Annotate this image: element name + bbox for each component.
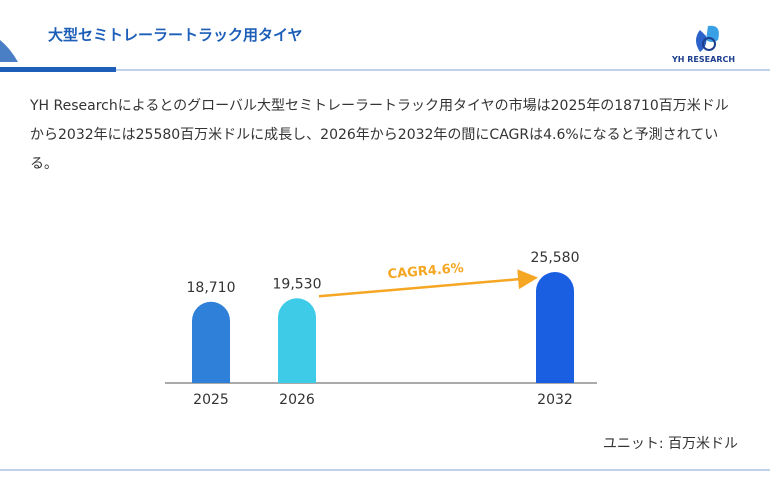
logo-text: YH RESEARCH bbox=[672, 55, 736, 64]
logo-icon bbox=[696, 25, 719, 52]
value-label: 25,580 bbox=[531, 250, 580, 266]
bar bbox=[278, 298, 316, 383]
bar bbox=[536, 272, 574, 383]
value-label: 19,530 bbox=[273, 276, 322, 292]
bar bbox=[192, 301, 230, 383]
unit-note: ユニット: 百万米ドル bbox=[602, 436, 738, 452]
title: 大型セミトレーラートラック用タイヤ bbox=[48, 26, 303, 44]
x-tick-label: 2025 bbox=[193, 392, 229, 408]
x-tick-label: 2032 bbox=[537, 392, 573, 408]
x-tick-label: 2026 bbox=[279, 392, 315, 408]
cagr-label: CAGR4.6% bbox=[387, 261, 464, 282]
value-label: 18,710 bbox=[187, 280, 236, 296]
header-accent bbox=[0, 67, 116, 72]
corner-decor bbox=[0, 40, 18, 62]
cagr-arrow bbox=[318, 269, 538, 298]
description: YH Researchによるとのグローバル大型セミトレーラートラック用タイヤの市… bbox=[30, 98, 729, 172]
